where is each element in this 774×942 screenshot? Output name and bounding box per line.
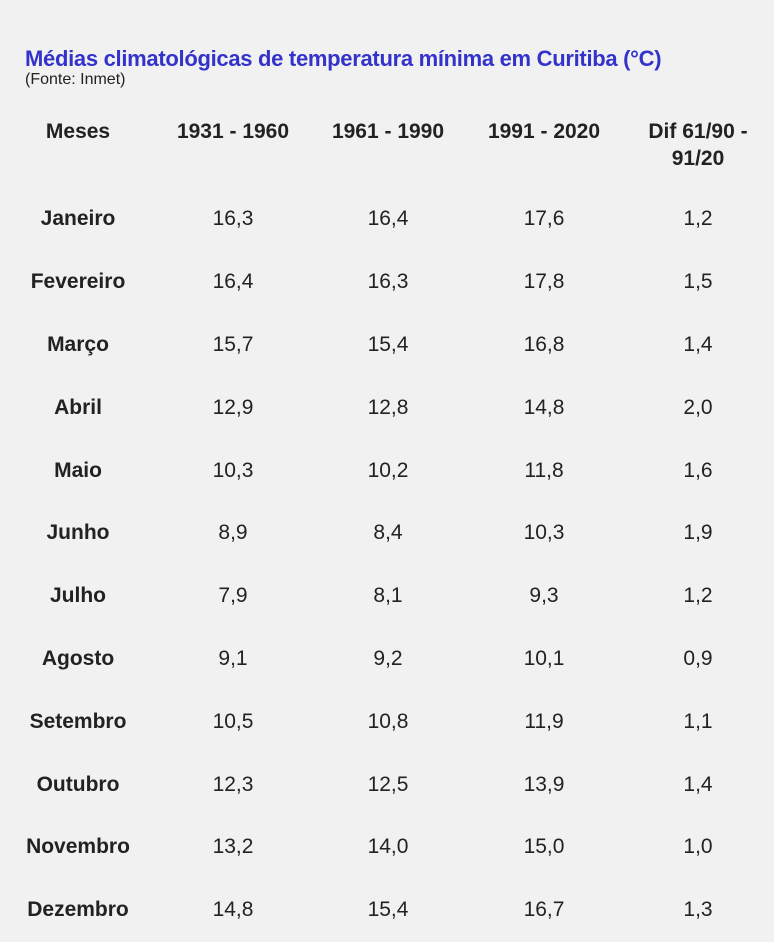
temperature-table: Meses 1931 - 1960 1961 - 1990 1991 - 2020 Di… — [0, 112, 774, 942]
value-1931-1960: 16,3 — [212, 207, 254, 231]
value-1931-1960: 16,4 — [212, 270, 254, 294]
value-1931-1960: 13,2 — [212, 835, 254, 859]
month-cell: Setembro — [29, 709, 127, 733]
value-1931-1960: 10,3 — [212, 458, 254, 482]
value-1991-2020: 17,6 — [523, 207, 565, 231]
value-1961-1990: 10,8 — [367, 709, 409, 733]
month-cell: Agosto — [41, 646, 115, 670]
value-difference: 1,4 — [683, 772, 713, 796]
value-difference: 1,1 — [683, 709, 713, 733]
value-1961-1990: 14,0 — [367, 835, 409, 859]
column-header-1991-2020: 1991 - 2020 — [487, 120, 601, 143]
value-1991-2020: 16,7 — [523, 898, 565, 922]
value-1991-2020: 10,3 — [523, 521, 565, 545]
table-row: Dezembro 14,8 15,4 16,7 1,3 — [0, 879, 774, 942]
value-1991-2020: 9,3 — [529, 584, 559, 608]
month-cell: Maio — [54, 458, 102, 482]
value-1991-2020: 14,8 — [523, 395, 565, 419]
value-difference: 1,2 — [683, 207, 713, 231]
column-header-difference: Dif 61/90 -91/20 — [648, 120, 748, 170]
value-1931-1960: 10,5 — [212, 709, 254, 733]
table-row: Maio 10,3 10,2 11,8 1,6 — [0, 439, 774, 502]
month-cell: Janeiro — [40, 207, 116, 231]
table-header: Meses 1931 - 1960 1961 - 1990 1991 - 2020 Di… — [0, 112, 774, 188]
value-difference: 1,6 — [683, 458, 713, 482]
value-1961-1990: 8,4 — [373, 521, 403, 545]
value-1961-1990: 8,1 — [373, 584, 403, 608]
column-header-months: Meses — [45, 120, 111, 143]
value-difference: 1,4 — [683, 332, 713, 356]
table-row: Junho 8,9 8,4 10,3 1,9 — [0, 502, 774, 565]
value-1991-2020: 11,9 — [524, 709, 564, 733]
month-cell: Outubro — [36, 772, 120, 796]
table-row: Março 15,7 15,4 16,8 1,4 — [0, 314, 774, 377]
chart-header: Médias climatológicas de temperatura mín… — [25, 45, 765, 89]
value-1931-1960: 8,9 — [218, 521, 248, 545]
value-difference: 2,0 — [683, 395, 713, 419]
value-difference: 1,3 — [683, 898, 713, 922]
month-cell: Julho — [50, 584, 106, 608]
value-1991-2020: 10,1 — [523, 646, 565, 670]
table-body: Janeiro 16,3 16,4 17,6 1,2 Fevereiro 16,4 16,3 1… — [0, 188, 774, 942]
value-1991-2020: 16,8 — [523, 332, 565, 356]
table-row: Julho 7,9 8,1 9,3 1,2 — [0, 565, 774, 628]
table-row: Setembro 10,5 10,8 11,9 1,1 — [0, 690, 774, 753]
month-cell: Novembro — [26, 835, 130, 859]
value-1931-1960: 15,7 — [212, 332, 254, 356]
column-header-1931-1960: 1931 - 1960 — [176, 120, 290, 143]
value-1961-1990: 12,5 — [367, 772, 409, 796]
value-1961-1990: 16,3 — [367, 270, 409, 294]
table-row: Agosto 9,1 9,2 10,1 0,9 — [0, 628, 774, 691]
value-1961-1990: 15,4 — [367, 898, 409, 922]
table-header-row: Meses 1931 - 1960 1961 - 1990 1991 - 2020 Di… — [0, 112, 774, 188]
value-difference: 1,2 — [683, 584, 713, 608]
table-row: Abril 12,9 12,8 14,8 2,0 — [0, 376, 774, 439]
value-1931-1960: 9,1 — [218, 646, 248, 670]
value-difference: 1,5 — [683, 270, 713, 294]
table-row: Fevereiro 16,4 16,3 17,8 1,5 — [0, 251, 774, 314]
value-difference: 1,9 — [683, 521, 713, 545]
value-1961-1990: 16,4 — [367, 207, 409, 231]
table-row: Janeiro 16,3 16,4 17,6 1,2 — [0, 188, 774, 251]
month-cell: Março — [47, 332, 109, 356]
value-1961-1990: 15,4 — [367, 332, 409, 356]
month-cell: Dezembro — [27, 898, 129, 922]
value-1961-1990: 12,8 — [367, 395, 409, 419]
value-1931-1960: 14,8 — [212, 898, 254, 922]
table-row: Novembro 13,2 14,0 15,0 1,0 — [0, 816, 774, 879]
value-1991-2020: 15,0 — [523, 835, 565, 859]
value-1991-2020: 17,8 — [523, 270, 565, 294]
value-1931-1960: 12,9 — [212, 395, 254, 419]
value-difference: 0,9 — [683, 646, 713, 670]
month-cell: Abril — [54, 395, 102, 419]
column-header-1961-1990: 1961 - 1990 — [331, 120, 445, 143]
value-1961-1990: 10,2 — [367, 458, 409, 482]
month-cell: Junho — [46, 521, 110, 545]
chart-title: Médias climatológicas de temperatura mín… — [25, 46, 662, 71]
month-cell: Fevereiro — [30, 270, 126, 294]
value-1991-2020: 13,9 — [523, 772, 565, 796]
table-row: Outubro 12,3 12,5 13,9 1,4 — [0, 753, 774, 816]
value-1931-1960: 12,3 — [212, 772, 254, 796]
value-1931-1960: 7,9 — [218, 584, 248, 608]
chart-source: (Fonte: Inmet) — [25, 71, 126, 88]
value-1991-2020: 11,8 — [524, 458, 564, 482]
value-difference: 1,0 — [683, 835, 713, 859]
value-1961-1990: 9,2 — [373, 646, 403, 670]
